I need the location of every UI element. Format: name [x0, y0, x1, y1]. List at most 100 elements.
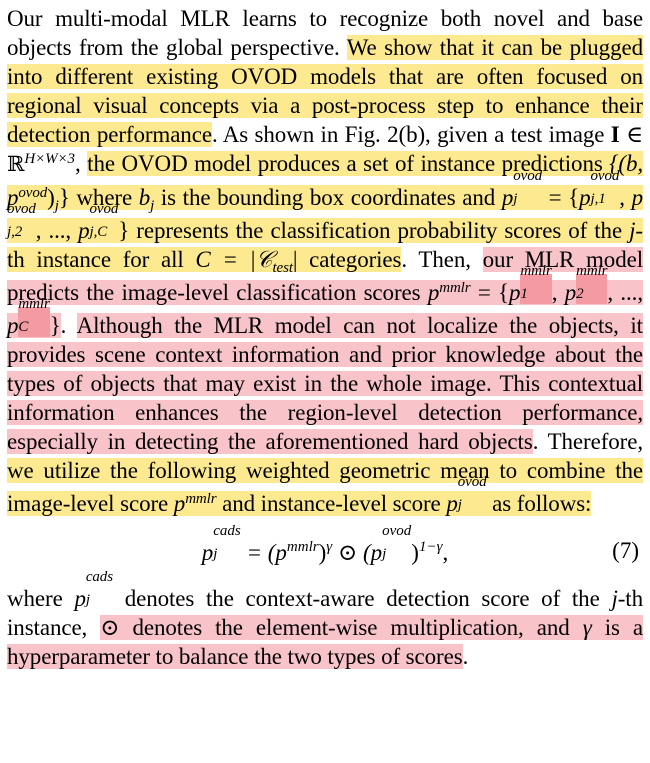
- text-instance-for-all: -th instance for all: [7, 218, 643, 272]
- text-comma: ,: [74, 151, 81, 176]
- sub-j-cads: j: [85, 592, 90, 608]
- eq-sup-mmlr: mmlr: [286, 539, 319, 556]
- math-image-symbol: I: [610, 122, 620, 147]
- math-in-symbol: ∈: [619, 122, 643, 147]
- math-pc: p: [78, 218, 90, 243]
- math-reals-superscript: H×W×3: [24, 150, 75, 167]
- sub-j-w2: j: [457, 497, 462, 513]
- highlight-pink-odot: ⊙ denotes the element-wise multiplicatio…: [7, 615, 643, 669]
- text-instance-level: and instance-level score: [216, 491, 447, 516]
- text-where: where: [69, 185, 139, 210]
- text-bbox-desc: is the bounding box coordinates and: [154, 185, 496, 210]
- math-pm1: p: [509, 280, 521, 305]
- sub-jc: j,C: [89, 224, 108, 240]
- highlight-yellow-geomean: we utilize the following weighted geomet…: [7, 458, 643, 516]
- sub-j2: j,2: [7, 224, 23, 240]
- math-pred-close: ): [47, 185, 55, 210]
- text-instance: -th instance,: [7, 586, 643, 640]
- highlight-text-ovod: the OVOD model produces a set of instanc…: [87, 151, 603, 176]
- text-as-follows: as follows:: [486, 491, 592, 516]
- sup-ovod-c: ovod: [89, 201, 119, 217]
- math-pmc: p: [7, 313, 19, 338]
- text-where-2: where: [7, 586, 75, 611]
- eq-sup-cads: cads: [213, 522, 241, 539]
- text-odot-desc: ⊙ denotes the element-wise multiplicatio…: [100, 615, 583, 640]
- math-pm2-scripts: mmlr 2: [576, 264, 607, 304]
- math-p2: p: [631, 185, 644, 210]
- math-j-2: j: [611, 586, 618, 611]
- text-final-period: .: [462, 644, 469, 669]
- sup-mmlr-1: mmlr: [520, 263, 552, 279]
- text-geomean: we utilize the following weighted geomet…: [7, 458, 643, 516]
- eq-odot: ⊙ (p: [332, 539, 383, 565]
- text-therefore: . Therefore,: [532, 429, 643, 454]
- eq-sup-ovod: ovod: [382, 522, 412, 539]
- math-w2-p: p: [446, 491, 458, 516]
- eq-sub-j2: j: [382, 545, 387, 562]
- math-pm: p: [427, 280, 440, 305]
- sub-1: 1: [520, 286, 528, 302]
- math-p-cads: p: [74, 586, 86, 611]
- math-p-ovod-scripts: ovod j: [513, 169, 542, 209]
- math-pm1-scripts: mmlr 1: [520, 264, 552, 304]
- sub-j1: j,1: [590, 191, 606, 207]
- math-pmc-scripts: mmlr C: [18, 297, 50, 337]
- paragraph-method: Our multi-modal MLR learns to recognize …: [7, 4, 643, 518]
- text-fig-ref: . As shown in Fig. 2(b), given a test im…: [211, 122, 611, 147]
- math-pm-close: }: [49, 313, 61, 338]
- eq-comma: ,: [442, 539, 449, 565]
- sub-j: j: [513, 191, 518, 207]
- math-pm2: p: [564, 280, 577, 305]
- math-w-sup: mmlr: [185, 490, 217, 507]
- sup-mmlr-2: mmlr: [576, 263, 608, 279]
- text-then: . Then,: [401, 247, 483, 272]
- math-close-brace: }: [118, 218, 130, 243]
- equation-body: p cads j = (pmmlr)γ ⊙ (p ovod j)1−γ,: [201, 523, 449, 567]
- eq-lhs-scripts: cads j: [213, 523, 241, 564]
- math-pc-scripts: ovod j,C: [89, 202, 119, 242]
- math-reals-symbol: ℝ: [7, 152, 25, 176]
- text-period: .: [60, 313, 67, 338]
- math-p-ovod: p: [501, 185, 514, 210]
- equation-7: p cads j = (pmmlr)γ ⊙ (p ovod j)1−γ, (7): [7, 523, 643, 568]
- text-denotes: denotes the context-aware detection scor…: [112, 586, 612, 611]
- sup-ovod-1: ovod: [590, 168, 620, 184]
- math-equals: = {: [542, 185, 580, 210]
- sup-ovod-w2: ovod: [457, 474, 487, 490]
- eq-paren: ): [318, 539, 327, 565]
- math-p1-scripts: ovod j,1: [590, 169, 620, 209]
- math-C-calligraphic: 𝒞: [255, 247, 273, 272]
- math-C-end: |: [292, 247, 298, 272]
- math-pm-sup: mmlr: [439, 279, 471, 296]
- math-p2-scripts: ovod j,2: [7, 202, 36, 242]
- eq-sup-gamma: γ: [326, 539, 333, 556]
- text-categories: categories: [309, 247, 402, 272]
- math-C-subscript: test: [272, 260, 293, 277]
- math-j: j: [629, 218, 636, 243]
- eq-close: ): [411, 539, 419, 565]
- math-pm-eq: = {: [470, 280, 509, 305]
- math-bbox-subscript: j: [150, 198, 155, 215]
- text-hyperparameter: is a hyperparameter to balance the two t…: [7, 615, 643, 669]
- text-intro: Our multi-modal MLR learns to recognize …: [7, 6, 643, 60]
- highlight-yellow-ovod: the OVOD model produces a set of instanc…: [7, 151, 644, 277]
- math-C-equals: C = |: [195, 247, 256, 272]
- eq-equals-p: = (p: [240, 539, 287, 565]
- eq-lhs: p: [201, 539, 214, 565]
- text-represents: represents the classification probabilit…: [129, 218, 630, 243]
- sup-mmlr-c: mmlr: [18, 296, 50, 312]
- math-pred-superscript: ovod: [18, 184, 48, 201]
- eq-ovod-scripts: ovod j: [382, 523, 411, 564]
- sub-2: 2: [576, 286, 584, 302]
- math-pred-brace: }: [58, 185, 70, 210]
- equation-number: (7): [612, 537, 639, 563]
- math-pm-dots: , ...,: [607, 280, 643, 305]
- math-gamma: γ: [582, 615, 592, 640]
- text-mlr-predicts: our MLR model predicts the image-level c…: [7, 247, 644, 305]
- sup-cads: cads: [85, 569, 113, 585]
- eq-sup-exp: 1−γ: [418, 539, 443, 556]
- math-dots: , ...,: [35, 218, 79, 243]
- sub-C: C: [18, 319, 29, 335]
- math-w-p: p: [173, 491, 186, 516]
